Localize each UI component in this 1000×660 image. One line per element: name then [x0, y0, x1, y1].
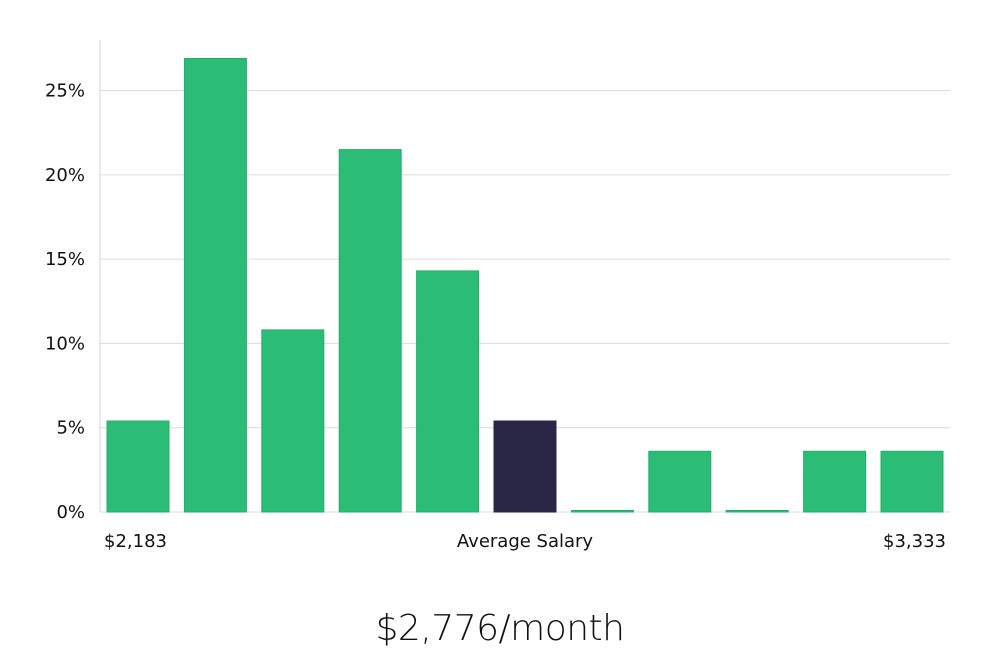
x-label-center: Average Salary [457, 531, 594, 552]
bar [416, 270, 480, 513]
bar [261, 329, 325, 513]
bar [725, 510, 789, 513]
bars [106, 58, 944, 513]
bar [183, 58, 247, 513]
bar [106, 420, 170, 513]
y-axis-ticks: 0% 5% 10% 15% 20% 25% [45, 81, 85, 523]
bar [880, 450, 944, 513]
y-tick-label: 5% [56, 418, 85, 439]
y-tick-label: 10% [45, 333, 85, 354]
bar [338, 149, 402, 513]
x-label-max: $3,333 [883, 531, 946, 552]
salary-distribution-chart: 0% 5% 10% 15% 20% 25% $2,183 Average Salary $… [45, 40, 950, 552]
y-tick-label: 25% [45, 81, 85, 102]
bar-average [493, 420, 557, 513]
bar [570, 510, 634, 513]
bar [648, 450, 712, 513]
y-tick-label: 20% [45, 165, 85, 186]
average-salary-value: $2,776/month [375, 608, 625, 649]
x-label-min: $2,183 [104, 531, 167, 552]
y-tick-label: 0% [56, 502, 85, 523]
bar [803, 450, 867, 513]
y-tick-label: 15% [45, 249, 85, 270]
